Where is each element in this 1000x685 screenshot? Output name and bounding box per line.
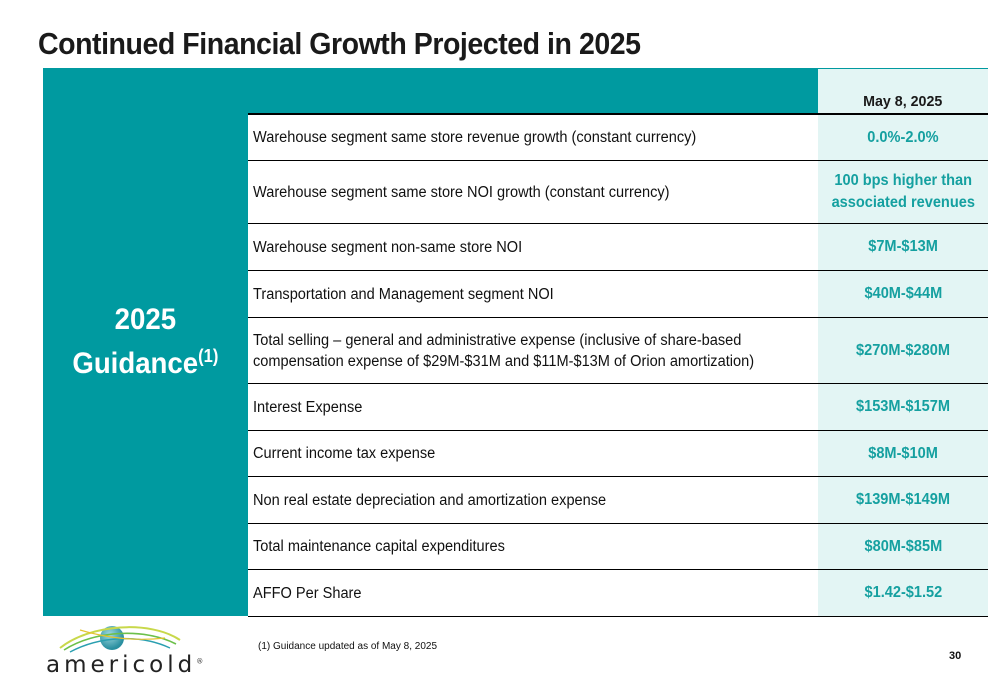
table-row: Warehouse segment same store revenue gro… <box>248 115 988 161</box>
row-description: Current income tax expense <box>248 431 818 476</box>
row-value-line: $40M-$44M <box>864 285 942 302</box>
guidance-year: 2025 <box>114 303 177 336</box>
row-description: Total maintenance capital expenditures <box>248 524 818 569</box>
row-description-line: Warehouse segment non-same store NOI <box>253 238 523 256</box>
table-row: Interest Expense $153M-$157M <box>248 384 988 431</box>
americold-logo-text: americold® <box>46 652 204 678</box>
row-description: Warehouse segment non-same store NOI <box>248 224 818 270</box>
row-description-line: Total maintenance capital expenditures <box>253 538 505 555</box>
row-description: Transportation and Management segment NO… <box>248 271 818 317</box>
table-row: Non real estate depreciation and amortiz… <box>248 477 988 524</box>
row-value: $139M-$149M <box>818 477 988 523</box>
row-description: Interest Expense <box>248 384 818 430</box>
slide-title: Continued Financial Growth Projected in … <box>38 26 641 61</box>
row-description: Warehouse segment same store NOI growth … <box>248 161 818 223</box>
row-description: AFFO Per Share <box>248 570 818 616</box>
row-description: Non real estate depreciation and amortiz… <box>248 477 818 523</box>
table-row: Total maintenance capital expenditures $8… <box>248 524 988 570</box>
row-value-line: $7M-$13M <box>868 238 938 255</box>
row-value-line: $153M-$157M <box>856 398 950 415</box>
row-value: $1.42-$1.52 <box>818 570 988 616</box>
row-description-line: AFFO Per Share <box>253 584 362 602</box>
row-value: $270M-$280M <box>818 318 988 383</box>
table-header-row: May 8, 2025 <box>248 68 988 115</box>
table-row: Transportation and Management segment NO… <box>248 271 988 318</box>
row-description-line: compensation expense of $29M-$31M and $1… <box>253 352 755 370</box>
table-row: AFFO Per Share $1.42-$1.52 <box>248 570 988 617</box>
row-value: 100 bps higher than associated revenues <box>818 161 988 223</box>
guidance-panel: 2025 Guidance(1) <box>43 68 248 616</box>
table-body: Warehouse segment same store revenue gro… <box>248 115 988 617</box>
row-value: 0.0%-2.0% <box>818 115 988 160</box>
row-value: $8M-$10M <box>818 431 988 476</box>
table-row: Total selling – general and administrati… <box>248 318 988 384</box>
row-value-line: $270M-$280M <box>856 341 950 359</box>
row-value-line: $80M-$85M <box>864 537 942 555</box>
guidance-label: 2025 Guidance(1) <box>72 302 218 382</box>
row-description-line: Total selling – general and administrati… <box>253 331 742 349</box>
guidance-table: May 8, 2025 Warehouse segment same store… <box>248 68 988 617</box>
row-description-line: Interest Expense <box>253 398 363 416</box>
column-header-date: May 8, 2025 <box>818 68 988 113</box>
row-value-line: $1.42-$1.52 <box>864 584 942 601</box>
row-description-line: Transportation and Management segment NO… <box>253 285 554 303</box>
row-description-line: Warehouse segment same store revenue gro… <box>253 129 697 146</box>
footnote: (1) Guidance updated as of May 8, 2025 <box>258 641 438 652</box>
guidance-word: Guidance(1) <box>72 346 219 380</box>
row-value: $153M-$157M <box>818 384 988 430</box>
table-row: Warehouse segment non-same store NOI $7M-… <box>248 224 988 271</box>
page-number: 30 <box>949 650 962 662</box>
row-description: Warehouse segment same store revenue gro… <box>248 115 818 160</box>
row-value-line: 100 bps higher than <box>834 172 972 189</box>
table-row: Current income tax expense $8M-$10M <box>248 431 988 477</box>
americold-globe-icon <box>59 626 181 653</box>
row-value-line: associated revenues <box>831 194 975 211</box>
row-value: $40M-$44M <box>818 271 988 317</box>
guidance-footnote-ref: (1) <box>198 346 219 366</box>
row-description-line: Current income tax expense <box>253 445 436 462</box>
row-value-line: $8M-$10M <box>868 444 938 462</box>
row-description-line: Warehouse segment same store NOI growth … <box>253 183 670 201</box>
row-description-line: Non real estate depreciation and amortiz… <box>253 491 607 509</box>
row-description: Total selling – general and administrati… <box>248 318 818 383</box>
row-value-line: 0.0%-2.0% <box>867 128 939 146</box>
row-value: $80M-$85M <box>818 524 988 569</box>
row-value-line: $139M-$149M <box>856 491 950 508</box>
row-value: $7M-$13M <box>818 224 988 270</box>
table-row: Warehouse segment same store NOI growth … <box>248 161 988 224</box>
